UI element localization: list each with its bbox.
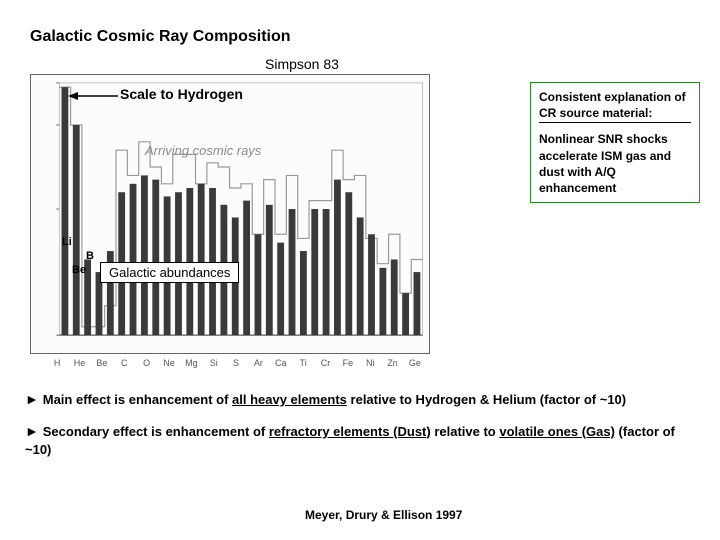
citation-top: Simpson 83 [265, 56, 339, 72]
explanation-body: Nonlinear SNR shocks accelerate ISM gas … [539, 131, 691, 196]
be-label: Be [72, 264, 86, 276]
triangle-icon: ► [25, 391, 43, 407]
triangle-icon: ► [25, 423, 43, 439]
bullet2-main: Secondary effect is enhancement of [43, 424, 269, 439]
b-label: B [86, 250, 94, 262]
explanation-box: Consistent explanation of CR source mate… [530, 82, 700, 203]
arriving-cr-label: Arriving cosmic rays [145, 143, 261, 158]
arrow-left-icon [68, 91, 118, 101]
composition-chart [30, 74, 430, 354]
bullet-1: ► Main effect is enhancement of all heav… [25, 390, 695, 410]
citation-bottom: Meyer, Drury & Ellison 1997 [305, 508, 462, 522]
bullet1-underline: all heavy elements [232, 392, 347, 407]
chart-svg [31, 75, 429, 353]
bullet1-main: Main effect is enhancement of [43, 392, 232, 407]
galactic-abundances-box: Galactic abundances [100, 262, 239, 283]
bullet-2: ► Secondary effect is enhancement of ref… [25, 422, 695, 460]
li-label: Li [62, 236, 72, 248]
bullet2-mid: relative to [431, 424, 500, 439]
bullet2-ul1: refractory elements (Dust) [269, 424, 431, 439]
x-axis-labels: HHeBeCONeMgSiSArCaTiCrFeNiZnGe [46, 358, 426, 368]
page-title: Galactic Cosmic Ray Composition [30, 28, 291, 46]
bullet2-ul2: volatile ones (Gas) [499, 424, 615, 439]
explanation-heading: Consistent explanation of CR source mate… [539, 89, 691, 123]
scale-to-h-label: Scale to Hydrogen [120, 86, 243, 102]
bullet1-post: relative to Hydrogen & Helium (factor of… [347, 392, 626, 407]
bullet-list: ► Main effect is enhancement of all heav… [25, 390, 695, 471]
